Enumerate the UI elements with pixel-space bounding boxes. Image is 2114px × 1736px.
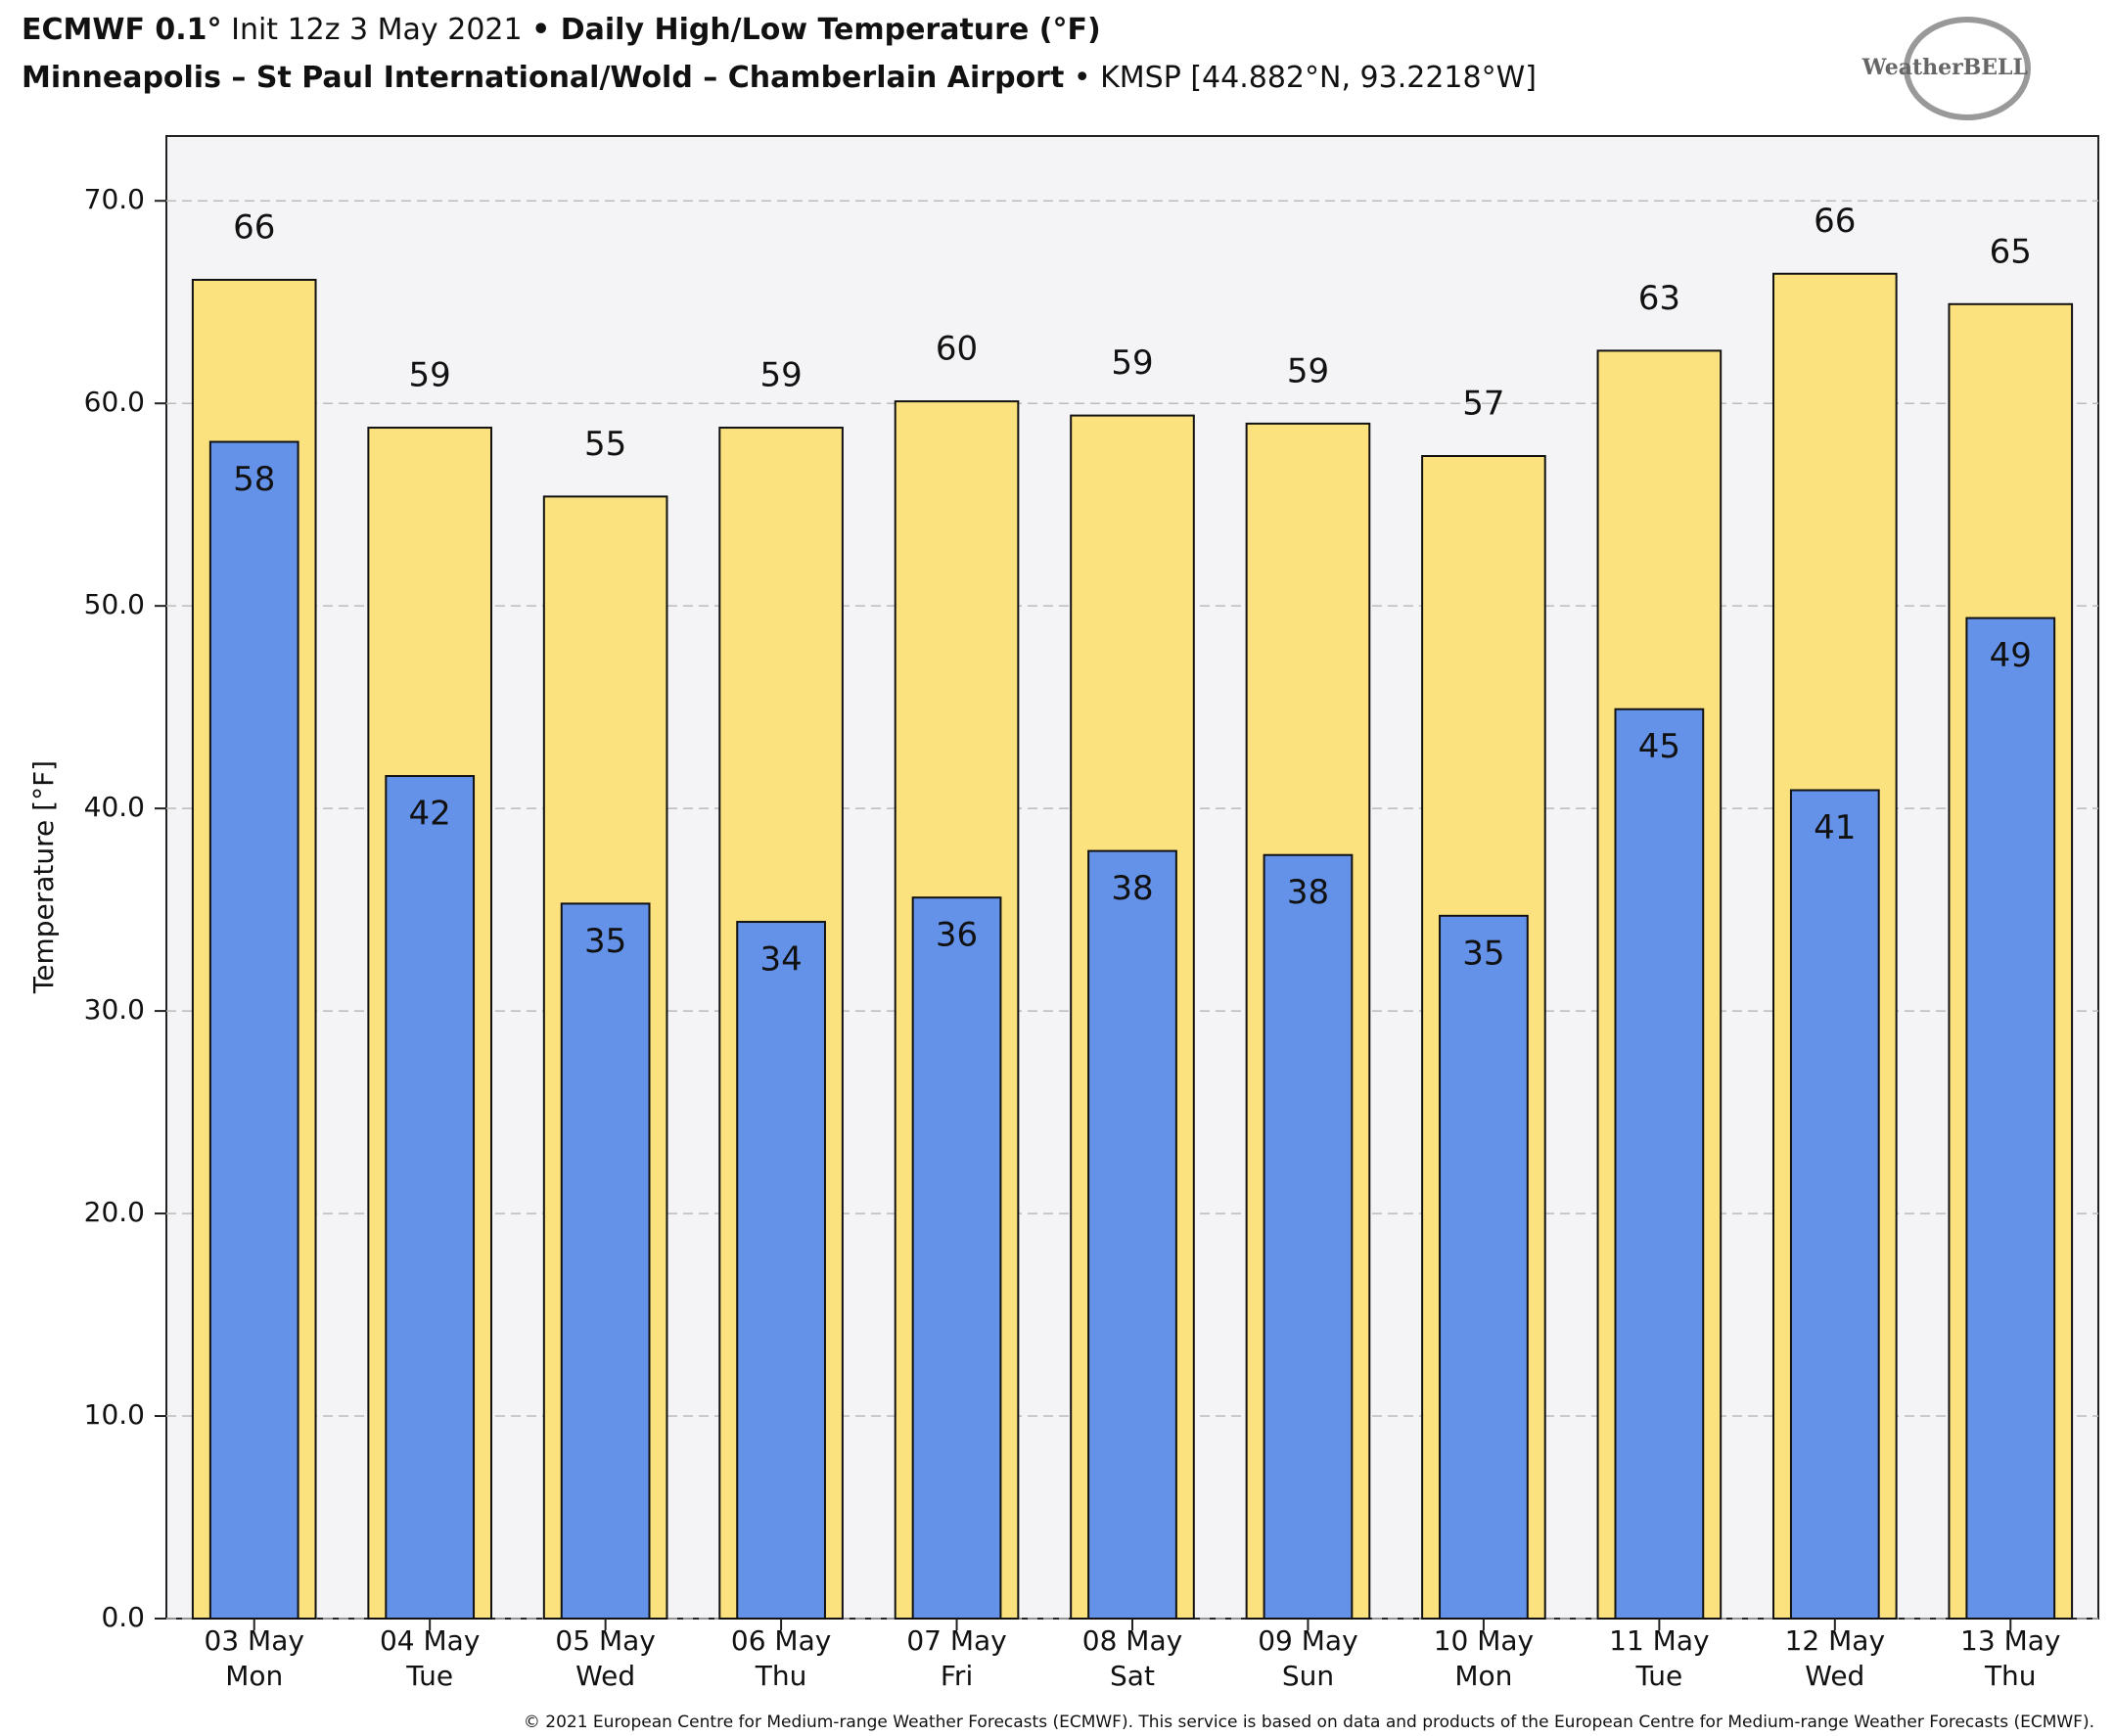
value-label: 59 (1287, 351, 1329, 390)
value-label: 45 (1638, 727, 1680, 766)
x-tick-label: 05 May (555, 1624, 655, 1657)
value-label: 65 (1990, 232, 2032, 271)
value-label: 58 (233, 460, 275, 499)
x-tick-label: 11 May (1609, 1624, 1709, 1657)
y-tick-label: 70.0 (84, 183, 145, 215)
init: Init 12z 3 May 2021 (231, 13, 522, 47)
x-tick-label: 07 May (906, 1624, 1006, 1657)
bar-low (1965, 617, 2056, 1620)
value-label: 49 (1990, 636, 2032, 675)
bar-low (1614, 708, 1705, 1620)
station-code: • KMSP [44.882°N, 93.2218°W] (1074, 61, 1537, 95)
x-tick-weekday: Wed (575, 1660, 635, 1692)
bar-low (560, 902, 651, 1620)
header-line-1: ECMWF 0.1° Init 12z 3 May 2021 • Daily H… (22, 13, 1101, 47)
value-label: 66 (233, 207, 275, 247)
value-label: 59 (1111, 343, 1153, 383)
bar-low (1263, 853, 1354, 1620)
bar-low (1087, 849, 1177, 1620)
value-label: 59 (759, 356, 802, 395)
x-tick-label: 12 May (1785, 1624, 1885, 1657)
bar-low (736, 921, 826, 1620)
x-tick-label: 03 May (205, 1624, 304, 1657)
value-label: 35 (584, 922, 626, 961)
bar-low (385, 775, 476, 1620)
value-label: 60 (936, 330, 978, 369)
value-label: 42 (409, 795, 451, 834)
station: Minneapolis – St Paul International/Wold… (22, 61, 1064, 95)
value-label: 63 (1638, 279, 1680, 318)
x-tick-weekday: Tue (405, 1660, 453, 1692)
x-tick-weekday: Tue (1634, 1660, 1682, 1692)
x-tick-weekday: Mon (1454, 1660, 1512, 1692)
value-label: 59 (409, 356, 451, 395)
value-label: 35 (1462, 934, 1504, 973)
y-tick-label: 60.0 (84, 386, 145, 418)
value-label: 38 (1287, 873, 1329, 912)
y-axis-label: Temperature [°F] (27, 760, 60, 994)
y-tick-label: 40.0 (84, 791, 145, 823)
x-tick-weekday: Thu (755, 1660, 807, 1692)
value-label: 36 (936, 916, 978, 955)
y-tick-label: 0.0 (101, 1601, 145, 1633)
value-label: 38 (1111, 869, 1153, 908)
y-tick-label: 50.0 (84, 588, 145, 620)
footer: © 2021 European Centre for Medium-range … (524, 1713, 2094, 1732)
value-label: 55 (584, 425, 626, 464)
x-tick-weekday: Mon (225, 1660, 283, 1692)
x-tick-label: 08 May (1082, 1624, 1182, 1657)
logo-swirl (1904, 17, 2031, 120)
header-line-2: Minneapolis – St Paul International/Wold… (22, 61, 1537, 95)
x-tick-label: 09 May (1258, 1624, 1357, 1657)
y-tick-label: 10.0 (84, 1398, 145, 1431)
x-tick-weekday: Wed (1805, 1660, 1864, 1692)
x-tick-label: 10 May (1434, 1624, 1534, 1657)
bar-low (1439, 914, 1529, 1620)
y-tick-label: 30.0 (84, 993, 145, 1026)
x-tick-label: 13 May (1960, 1624, 2060, 1657)
x-tick-label: 06 May (731, 1624, 831, 1657)
bar-low (911, 896, 1002, 1620)
x-tick-weekday: Thu (1984, 1660, 2037, 1692)
x-tick-weekday: Fri (941, 1660, 973, 1692)
x-tick-weekday: Sun (1282, 1660, 1334, 1692)
bar-low (1789, 789, 1880, 1620)
logo-text: WeatherBELL (1861, 55, 2028, 80)
model: ECMWF 0.1° (22, 13, 222, 47)
product: • Daily High/Low Temperature (°F) (531, 13, 1101, 47)
y-tick-label: 20.0 (84, 1196, 145, 1228)
value-label: 66 (1814, 202, 1856, 241)
value-label: 34 (759, 940, 802, 980)
value-label: 57 (1462, 385, 1504, 424)
x-tick-weekday: Sat (1110, 1660, 1155, 1692)
logo: WeatherBELL (1861, 17, 2031, 120)
value-label: 41 (1814, 808, 1856, 847)
x-tick-label: 04 May (380, 1624, 480, 1657)
bar-low (208, 440, 299, 1620)
